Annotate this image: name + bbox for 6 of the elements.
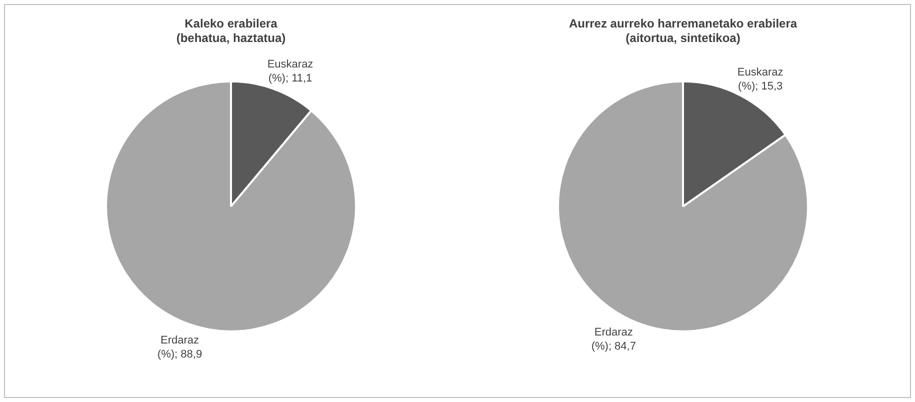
chart-title: Kaleko erabilera (behatua, haztatua)	[176, 16, 286, 45]
chart-title: Aurrez aurreko harremanetako erabilera (aitortua, sintetikoa)	[568, 16, 798, 45]
slice-label: Euskaraz (%); 15,3	[737, 66, 784, 92]
slice-label: Erdaraz (%); 88,9	[157, 334, 202, 360]
slice-label: Euskaraz (%); 11,1	[267, 58, 314, 84]
slice-label: Erdaraz (%); 84,7	[591, 326, 636, 352]
